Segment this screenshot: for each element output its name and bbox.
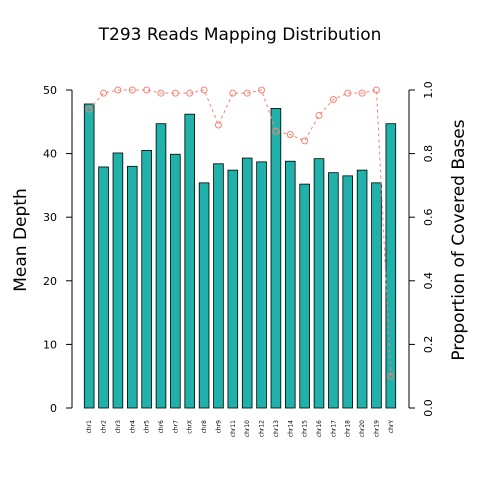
proportion-point-chr5 bbox=[143, 86, 151, 94]
proportion-point-chr18 bbox=[344, 89, 352, 97]
x-tick-label: chr9 bbox=[215, 420, 222, 434]
x-tick-label: chr20 bbox=[359, 420, 366, 437]
chart-marks: 0 10 20 30 40 50 0.0 0.2 0.4 0.6 0.8 1.0 chr1 chr2 chr… bbox=[43, 81, 435, 437]
bar-chr1 bbox=[83, 103, 95, 409]
y-axis-tick-label: 20 bbox=[43, 275, 57, 288]
bar-chrY bbox=[385, 123, 397, 409]
proportion-point-chr1 bbox=[85, 105, 93, 113]
x-tick-label: chr13 bbox=[273, 420, 280, 437]
proportion-point-chr9 bbox=[214, 121, 222, 129]
proportion-point-chr11 bbox=[229, 89, 237, 97]
proportion-point-chr17 bbox=[329, 96, 337, 104]
x-tick-label: chr8 bbox=[201, 420, 208, 434]
y2-axis-tick-label: 0.2 bbox=[422, 336, 435, 354]
bar-chr6 bbox=[155, 123, 167, 409]
y2-axis-tick-label: 0.4 bbox=[422, 272, 435, 290]
proportion-point-chr8 bbox=[200, 86, 208, 94]
y-axis-tick-label: 40 bbox=[43, 148, 57, 161]
x-tick-label: chr15 bbox=[302, 420, 309, 437]
bar-chr13 bbox=[270, 108, 282, 409]
bar-chr9 bbox=[213, 163, 224, 409]
bar-chr19 bbox=[371, 182, 382, 409]
y-axis-tick-label: 10 bbox=[43, 338, 57, 351]
bar-chr5 bbox=[141, 150, 152, 409]
bar-chr16 bbox=[313, 158, 325, 409]
y-axis-title: Mean Depth bbox=[11, 188, 31, 292]
x-tick-label: chr11 bbox=[230, 420, 237, 437]
x-tick-label: chr18 bbox=[345, 420, 352, 437]
proportion-point-chr3 bbox=[114, 86, 122, 94]
x-tick-label: chr6 bbox=[158, 420, 165, 434]
bar-chr18 bbox=[342, 175, 354, 409]
x-tick-label: chr10 bbox=[244, 420, 251, 437]
y-axis-tick-label: 30 bbox=[43, 211, 57, 224]
y2-axis-tick-label: 0.6 bbox=[422, 208, 435, 226]
proportion-point-chr14 bbox=[286, 131, 294, 139]
bar-chrX bbox=[184, 113, 196, 409]
proportion-point-chr16 bbox=[315, 111, 323, 119]
bar-chr20 bbox=[356, 169, 368, 409]
bar-chr2 bbox=[98, 166, 109, 409]
y-axis-tick-label: 50 bbox=[43, 84, 57, 97]
proportion-point-chr19 bbox=[372, 86, 380, 94]
x-tick-label: chr3 bbox=[115, 420, 122, 434]
x-tick-label: chr1 bbox=[86, 420, 93, 434]
proportion-point-chr10 bbox=[243, 89, 251, 97]
proportion-point-chr12 bbox=[258, 86, 266, 94]
bar-chr3 bbox=[112, 152, 124, 409]
proportion-point-chrY bbox=[387, 372, 395, 380]
bar-chr12 bbox=[256, 161, 267, 409]
bar-chr10 bbox=[241, 157, 253, 409]
bar-chr7 bbox=[170, 153, 181, 409]
y2-axis-tick-label: 0.0 bbox=[422, 399, 435, 417]
x-tick-label: chrY bbox=[388, 420, 395, 434]
bar-chr4 bbox=[126, 165, 138, 409]
x-tick-label: chr12 bbox=[259, 420, 266, 437]
x-tick-label: chr5 bbox=[144, 420, 151, 434]
y-axis-tick-label: 0 bbox=[50, 402, 57, 415]
x-tick-label: chr2 bbox=[101, 420, 108, 434]
chart-title: T293 Reads Mapping Distribution bbox=[98, 25, 382, 45]
bar-chr15 bbox=[299, 183, 310, 409]
proportion-point-chr6 bbox=[157, 89, 165, 97]
proportion-point-chr7 bbox=[171, 89, 179, 97]
y2-axis-title: Proportion of Covered Bases bbox=[449, 119, 469, 360]
proportion-point-chr15 bbox=[301, 137, 309, 145]
x-tick-label: chr19 bbox=[373, 420, 380, 437]
x-tick-label: chr7 bbox=[172, 420, 179, 434]
proportion-point-chrX bbox=[186, 89, 194, 97]
proportion-point-chr20 bbox=[358, 89, 366, 97]
proportion-point-chr4 bbox=[128, 86, 136, 94]
proportion-point-chr2 bbox=[100, 89, 108, 97]
proportion-point-chr13 bbox=[272, 127, 280, 135]
bar-chr17 bbox=[328, 172, 339, 409]
bar-chr11 bbox=[227, 169, 239, 409]
x-tick-label: chr14 bbox=[287, 420, 294, 437]
bar-chr8 bbox=[198, 182, 210, 409]
bar-chr14 bbox=[284, 160, 296, 409]
x-tick-label: chr16 bbox=[316, 420, 323, 437]
y2-axis-tick-label: 1.0 bbox=[422, 81, 435, 99]
y2-axis-tick-label: 0.8 bbox=[422, 145, 435, 163]
x-tick-label: chrX bbox=[187, 420, 194, 434]
x-tick-label: chr4 bbox=[129, 420, 136, 434]
x-tick-label: chr17 bbox=[330, 420, 337, 437]
